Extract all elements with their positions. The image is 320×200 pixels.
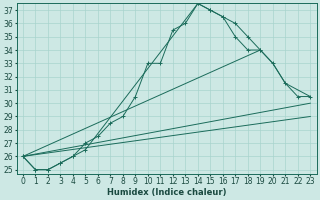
X-axis label: Humidex (Indice chaleur): Humidex (Indice chaleur) xyxy=(107,188,226,197)
